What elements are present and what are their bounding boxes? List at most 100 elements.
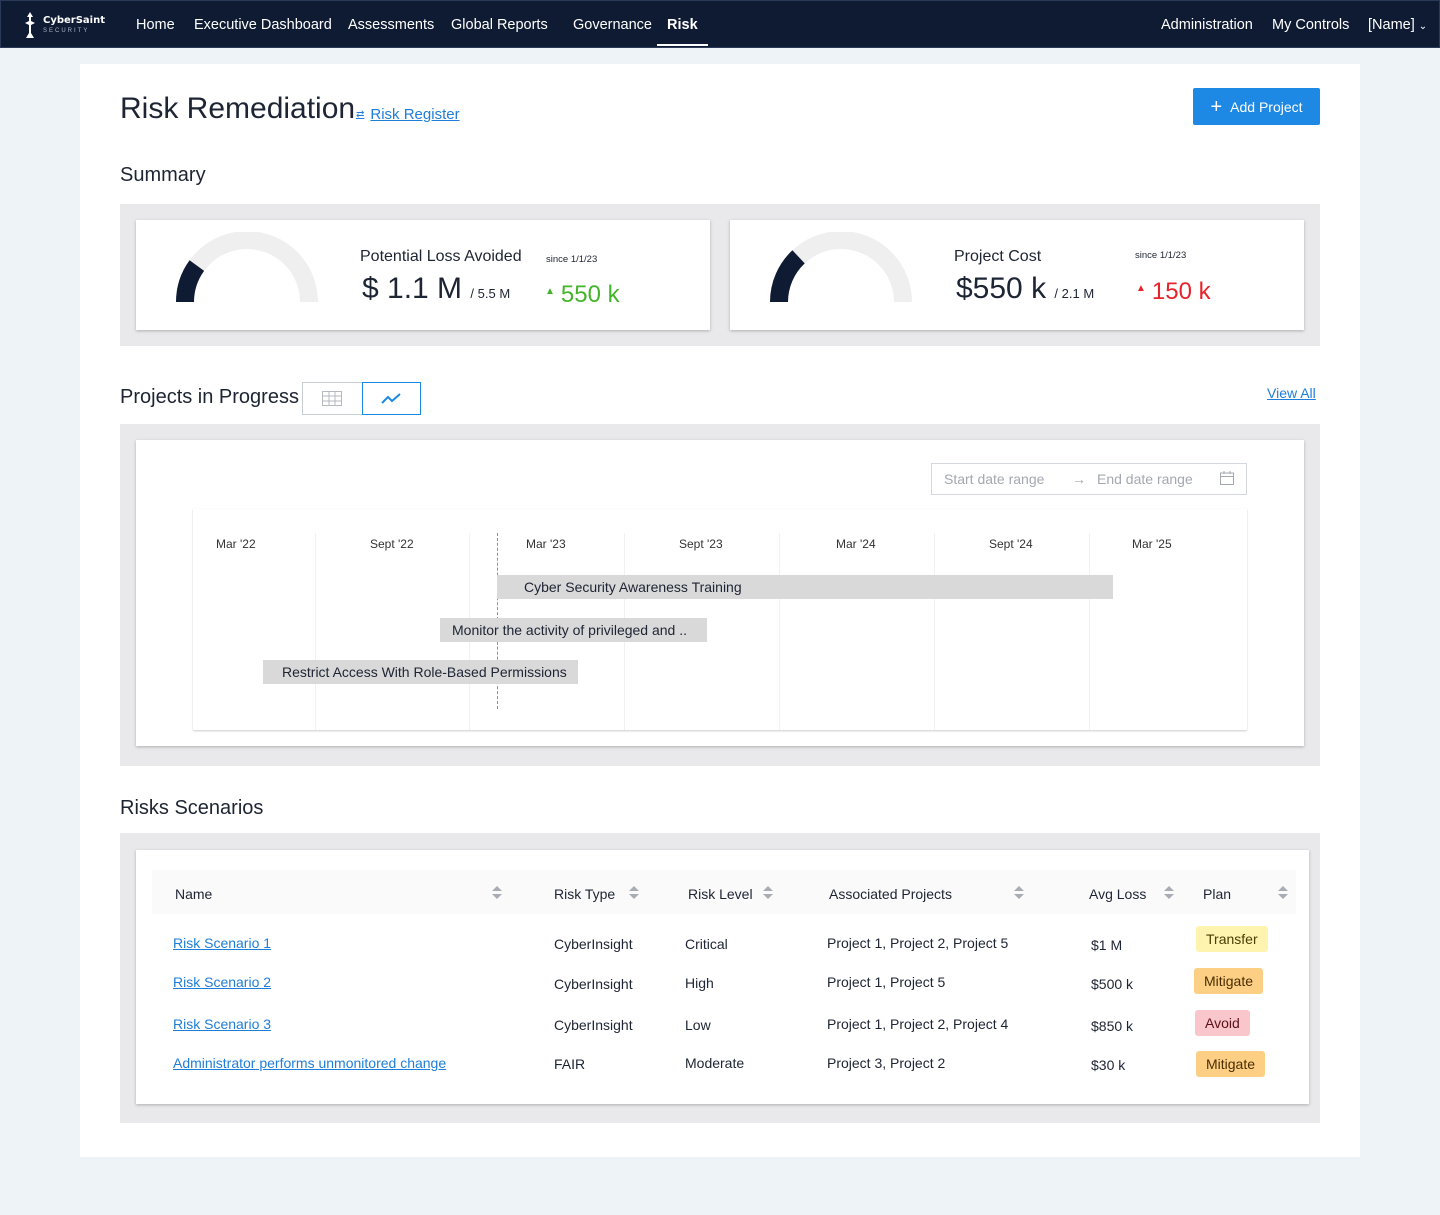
risk-level: Moderate xyxy=(685,1055,745,1071)
project-bar[interactable]: Monitor the activity of privileged and .… xyxy=(440,618,707,642)
sort-icon[interactable] xyxy=(629,886,639,900)
brand-tagline: SECURITY xyxy=(43,28,90,34)
sort-icon[interactable] xyxy=(1014,886,1024,900)
cost-delta-value: 150 k xyxy=(1151,278,1211,305)
risks-table: Name Risk Type Risk Level Associated Pro… xyxy=(136,850,1309,1104)
loss-total: / 5.5 M xyxy=(470,286,511,301)
brand-logo[interactable]: CyberSaint SECURITY xyxy=(21,10,111,40)
sort-icon[interactable] xyxy=(763,886,773,900)
loss-amount: $ 1.1 M xyxy=(362,272,463,305)
avg-loss: $500 k xyxy=(1091,976,1134,992)
page-title: Risk Remediation xyxy=(120,92,356,125)
associated-projects: Project 1, Project 2, Project 5 xyxy=(827,935,1009,951)
risks-panel: Name Risk Type Risk Level Associated Pro… xyxy=(120,833,1320,1123)
trend-line-icon xyxy=(381,392,401,404)
end-date-input[interactable]: End date range xyxy=(1097,471,1193,487)
start-date-input[interactable]: Start date range xyxy=(944,471,1045,487)
potential-loss-card: Potential Loss Avoided $ 1.1 M / 5.5 M s… xyxy=(136,220,710,330)
link-arrows-icon: ⇄ xyxy=(356,109,365,120)
table-view-button[interactable] xyxy=(303,383,362,414)
col-plan[interactable]: Plan xyxy=(1203,886,1232,902)
timeline-card: Start date range → End date range Mar '2… xyxy=(136,440,1304,746)
col-associated-projects[interactable]: Associated Projects xyxy=(829,886,952,902)
project-cost-card: Project Cost $550 k / 2.1 M since 1/1/23… xyxy=(730,220,1304,330)
plan-badge: Mitigate xyxy=(1196,1051,1266,1077)
cost-since: since 1/1/23 xyxy=(1135,250,1187,261)
loss-value: $ 1.1 M / 5.5 M xyxy=(362,272,510,306)
risk-level: Critical xyxy=(685,936,728,952)
projects-title: Projects in Progress xyxy=(120,386,299,408)
grid-line xyxy=(315,533,316,730)
cost-delta: ▲ 150 k xyxy=(1136,278,1211,306)
sort-icon[interactable] xyxy=(1164,886,1174,900)
tick-label: Sept '23 xyxy=(679,537,723,551)
risk-level: Low xyxy=(685,1017,711,1033)
tick-label: Mar '22 xyxy=(216,537,256,551)
project-bar[interactable]: Restrict Access With Role-Based Permissi… xyxy=(263,660,578,684)
avg-loss: $1 M xyxy=(1091,937,1123,953)
project-bar[interactable]: Cyber Security Awareness Training xyxy=(497,575,1113,599)
user-name: [Name] xyxy=(1368,17,1415,33)
cost-amount: $550 k xyxy=(956,272,1047,305)
user-menu[interactable]: [Name] ⌄ xyxy=(1368,17,1427,33)
risk-register-link[interactable]: ⇄ Risk Register xyxy=(356,106,460,123)
view-all-link[interactable]: View All xyxy=(1267,385,1316,401)
date-range-picker[interactable]: Start date range → End date range xyxy=(931,463,1247,495)
plan-badge: Mitigate xyxy=(1194,968,1264,994)
saint-logo-icon xyxy=(25,12,35,38)
avg-loss: $850 k xyxy=(1091,1018,1134,1034)
nav-global-reports[interactable]: Global Reports xyxy=(451,17,548,33)
nav-risk[interactable]: Risk xyxy=(657,17,708,46)
associated-projects: Project 1, Project 5 xyxy=(827,974,946,990)
add-project-button[interactable]: + Add Project xyxy=(1193,88,1320,125)
nav-my-controls[interactable]: My Controls xyxy=(1272,17,1350,33)
calendar-icon[interactable] xyxy=(1220,471,1234,485)
col-avg-loss[interactable]: Avg Loss xyxy=(1089,886,1147,902)
loss-label: Potential Loss Avoided xyxy=(360,248,522,265)
tick-label: Sept '24 xyxy=(989,537,1033,551)
risk-register-label: Risk Register xyxy=(370,106,460,123)
avg-loss: $30 k xyxy=(1091,1057,1126,1073)
sort-icon[interactable] xyxy=(492,886,502,900)
associated-projects: Project 3, Project 2 xyxy=(827,1055,946,1071)
grid-line xyxy=(934,533,935,730)
risk-name-link[interactable]: Risk Scenario 2 xyxy=(173,974,272,990)
cost-gauge xyxy=(770,232,912,303)
risk-name-link[interactable]: Risk Scenario 1 xyxy=(173,935,272,951)
tick-label: Sept '22 xyxy=(370,537,414,551)
risk-type: CyberInsight xyxy=(554,936,633,952)
cost-value: $550 k / 2.1 M xyxy=(956,272,1094,306)
risk-name-link[interactable]: Administrator performs unmonitored chang… xyxy=(173,1055,447,1071)
grid-icon xyxy=(322,391,343,406)
tick-label: Mar '25 xyxy=(1132,537,1172,551)
nav-administration[interactable]: Administration xyxy=(1161,17,1253,33)
grid-line xyxy=(779,533,780,730)
cost-label: Project Cost xyxy=(954,248,1042,265)
loss-delta-value: 550 k xyxy=(560,281,620,308)
gantt-chart: Mar '22 Sept '22 Mar '23 Sept '23 Mar '2… xyxy=(193,509,1247,730)
add-project-label: Add Project xyxy=(1230,98,1303,115)
projects-panel: Start date range → End date range Mar '2… xyxy=(120,424,1320,766)
col-risk-type[interactable]: Risk Type xyxy=(554,886,616,902)
summary-panel: Potential Loss Avoided $ 1.1 M / 5.5 M s… xyxy=(120,204,1320,346)
gauge-fill xyxy=(770,250,806,303)
col-name[interactable]: Name xyxy=(175,886,213,902)
loss-gauge xyxy=(176,232,318,303)
brand-name: CyberSaint xyxy=(43,15,106,26)
nav-governance[interactable]: Governance xyxy=(573,17,652,33)
nav-home[interactable]: Home xyxy=(136,17,175,33)
risk-type: FAIR xyxy=(554,1056,586,1072)
loss-delta: ▲ 550 k xyxy=(545,281,620,309)
chart-view-button[interactable] xyxy=(361,382,421,415)
risk-type: CyberInsight xyxy=(554,976,633,992)
arrow-up-icon: ▲ xyxy=(1136,283,1146,294)
nav-executive-dashboard[interactable]: Executive Dashboard xyxy=(194,17,332,33)
gauge-fill xyxy=(176,260,205,303)
sort-icon[interactable] xyxy=(1278,886,1288,900)
cost-total: / 2.1 M xyxy=(1054,286,1095,301)
risk-name-link[interactable]: Risk Scenario 3 xyxy=(173,1016,272,1032)
col-risk-level[interactable]: Risk Level xyxy=(688,886,753,902)
chevron-down-icon: ⌄ xyxy=(1418,21,1428,32)
risks-title: Risks Scenarios xyxy=(120,797,264,819)
nav-assessments[interactable]: Assessments xyxy=(348,17,435,33)
